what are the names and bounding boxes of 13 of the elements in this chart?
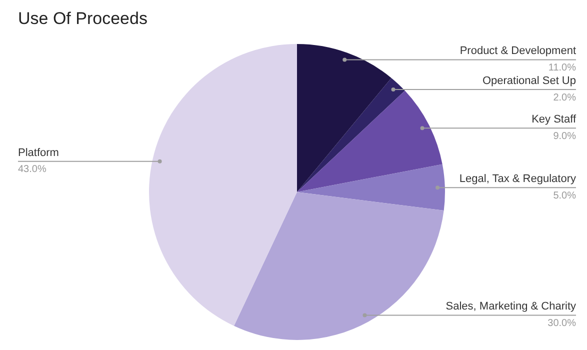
data-label: 43.0% — [18, 164, 46, 176]
slice-label: Key Staff — [532, 114, 577, 126]
slice-label: Sales, Marketing & Charity — [446, 300, 576, 313]
data-label: 30.0% — [548, 318, 576, 329]
data-label: 9.0% — [553, 130, 576, 142]
chart-title: Use Of Proceeds — [18, 9, 148, 29]
data-label: 2.0% — [553, 92, 576, 104]
slice-label: Platform — [18, 146, 59, 159]
slice-label: Operational Set Up — [482, 75, 576, 88]
data-label: 5.0% — [553, 190, 576, 202]
data-label: 11.0% — [548, 62, 576, 74]
slice-label: Legal, Tax & Regulatory — [459, 173, 576, 186]
slice-label: Product & Development — [460, 45, 576, 58]
